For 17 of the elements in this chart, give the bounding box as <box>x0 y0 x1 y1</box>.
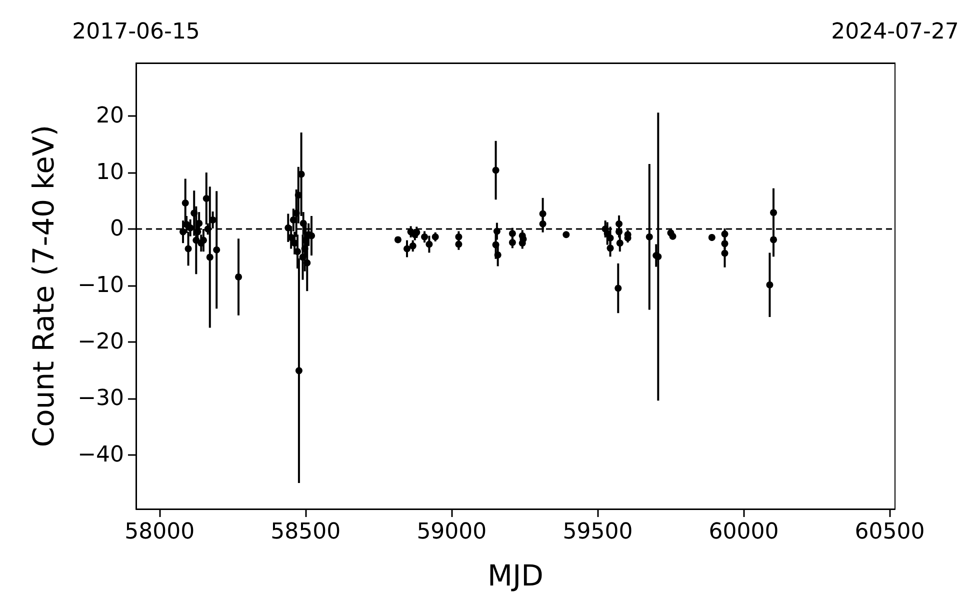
x-tick-label: 59500 <box>562 520 633 544</box>
x-tick-label: 60500 <box>854 520 925 544</box>
y-tick-label: 0 <box>110 216 124 242</box>
x-axis-title: MJD <box>488 558 544 592</box>
x2-tick-label: 2024-07-27 <box>831 20 959 44</box>
y-tick-label: −20 <box>78 329 124 354</box>
y-tick-label: 20 <box>96 104 124 129</box>
x-tick-label: 59000 <box>416 520 487 544</box>
y-tick-label: −10 <box>78 272 124 298</box>
y-tick-label: 10 <box>96 160 124 186</box>
y-tick-label: −40 <box>78 442 124 468</box>
x-tick-label: 58000 <box>124 520 195 544</box>
y-tick-label: −30 <box>78 386 124 411</box>
x-tick-label: 58500 <box>270 520 341 544</box>
x-tick-label: 60000 <box>708 520 779 544</box>
x2-tick-label: 2017-06-15 <box>72 20 200 44</box>
y-axis-title: Count Rate (7-40 keV) <box>26 124 60 448</box>
